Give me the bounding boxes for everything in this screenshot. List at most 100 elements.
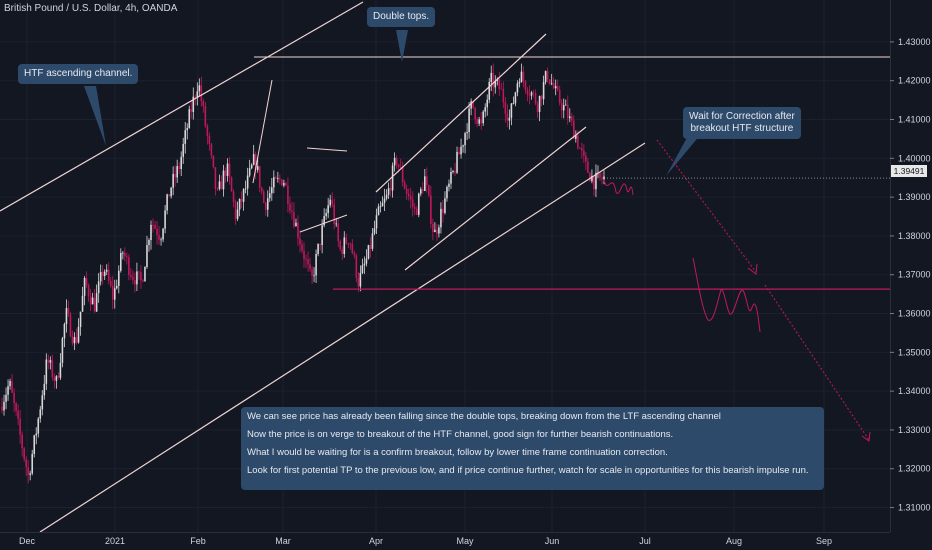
- candle-body: [474, 107, 476, 120]
- candle-body: [476, 119, 478, 124]
- price-axis[interactable]: 1.43000 1.42000 1.41000 1.40000 1.39000 1.380…: [890, 37, 931, 513]
- consolidation-top-line: [306, 147, 348, 152]
- candle-body: [494, 80, 497, 88]
- candle-body: [514, 92, 517, 104]
- candle-body: [200, 85, 203, 102]
- candle-body: [291, 210, 293, 213]
- candle-body: [289, 204, 291, 211]
- candle-body: [91, 297, 94, 305]
- candle-body: [103, 271, 106, 277]
- candle-body: [506, 113, 509, 121]
- price-tick-label: 1.38000: [898, 231, 931, 241]
- candle-body: [542, 82, 545, 100]
- candle-body: [558, 90, 561, 103]
- candle-body: [210, 144, 213, 156]
- candle-body: [41, 395, 44, 410]
- candle-body: [152, 224, 154, 226]
- candle-body: [295, 222, 297, 227]
- candle-body: [128, 257, 130, 275]
- candle-body: [313, 275, 315, 277]
- projected-continuation-zigzag: [692, 257, 761, 333]
- double-tops-callout[interactable]: Double tops.: [367, 7, 436, 27]
- candle-body: [562, 105, 565, 111]
- candle-body: [168, 194, 170, 197]
- candle-body: [566, 104, 569, 119]
- candle-body: [510, 103, 513, 118]
- candle-body: [319, 243, 321, 245]
- candle-body: [206, 126, 209, 136]
- candle-body: [422, 189, 424, 191]
- candle-body: [99, 271, 102, 282]
- htf-channel-label: HTF ascending channel.: [24, 68, 133, 79]
- candle-body: [591, 175, 593, 182]
- candle-body: [383, 198, 386, 203]
- candle-body: [218, 181, 221, 189]
- candle-body: [19, 418, 21, 435]
- candle-body: [484, 107, 487, 112]
- candle-body: [117, 270, 120, 286]
- candle-body: [49, 360, 52, 363]
- candle-body: [107, 269, 110, 281]
- candle-body: [142, 280, 144, 282]
- candle-body: [208, 135, 211, 145]
- spike-trendline: [252, 79, 273, 184]
- candle-body: [456, 151, 458, 173]
- candle-body: [172, 173, 174, 188]
- wait-correction-callout[interactable]: Wait for Correction after breakout HTF s…: [683, 107, 801, 139]
- candle-body: [448, 183, 450, 187]
- candle-body: [375, 215, 378, 229]
- candle-body: [11, 380, 13, 393]
- candle-body: [83, 277, 86, 296]
- candle-body: [95, 293, 98, 312]
- candle-body: [130, 274, 132, 277]
- candle-body: [297, 222, 299, 239]
- candle-body: [359, 272, 362, 287]
- price-axis-background: [890, 0, 932, 532]
- candle-body: [260, 187, 263, 192]
- candle-body: [178, 166, 180, 170]
- projected-drop-arrow-line: [656, 139, 757, 273]
- candle-body: [397, 164, 400, 167]
- candle-body: [478, 119, 480, 124]
- double-tops-callout-pointer: [396, 30, 408, 62]
- candle-body: [35, 433, 38, 436]
- candle-body: [89, 296, 92, 305]
- candle-body: [581, 148, 583, 151]
- candle-body: [252, 154, 255, 165]
- candle-body: [391, 165, 394, 191]
- candle-body: [405, 188, 408, 194]
- candle-body: [59, 362, 62, 378]
- candle-body: [186, 128, 189, 131]
- candle-body: [524, 81, 527, 90]
- htf-channel-callout[interactable]: HTF ascending channel.: [18, 64, 139, 84]
- candle-body: [234, 201, 237, 219]
- candle-body: [25, 458, 27, 468]
- analysis-note[interactable]: We can see price has already been fallin…: [241, 407, 824, 490]
- candle-body: [105, 269, 108, 272]
- candle-body: [222, 170, 225, 190]
- candle-body: [498, 79, 501, 89]
- candle-body: [244, 188, 247, 190]
- time-tick-label: Mar: [275, 536, 291, 546]
- candle-body: [599, 172, 601, 178]
- candle-body: [440, 208, 442, 228]
- candle-body: [450, 171, 452, 184]
- candle-body: [273, 177, 275, 188]
- time-axis[interactable]: Dec 2021 Feb Mar Apr May Jun Jul Aug Sep: [19, 536, 832, 546]
- candle-body: [379, 206, 382, 208]
- candle-body: [528, 94, 531, 96]
- candle-body: [248, 168, 251, 176]
- candle-body: [560, 102, 563, 111]
- candle-body: [45, 359, 48, 384]
- candle-body: [355, 255, 358, 278]
- candle-body: [369, 245, 372, 249]
- candle-body: [573, 120, 575, 139]
- candle-body: [486, 99, 489, 108]
- candle-body: [256, 166, 259, 171]
- candle-body: [132, 276, 134, 280]
- candle-body: [1, 406, 3, 411]
- candle-body: [7, 386, 9, 395]
- candle-body: [254, 154, 257, 171]
- candle-body: [532, 92, 535, 94]
- candle-body: [464, 133, 466, 146]
